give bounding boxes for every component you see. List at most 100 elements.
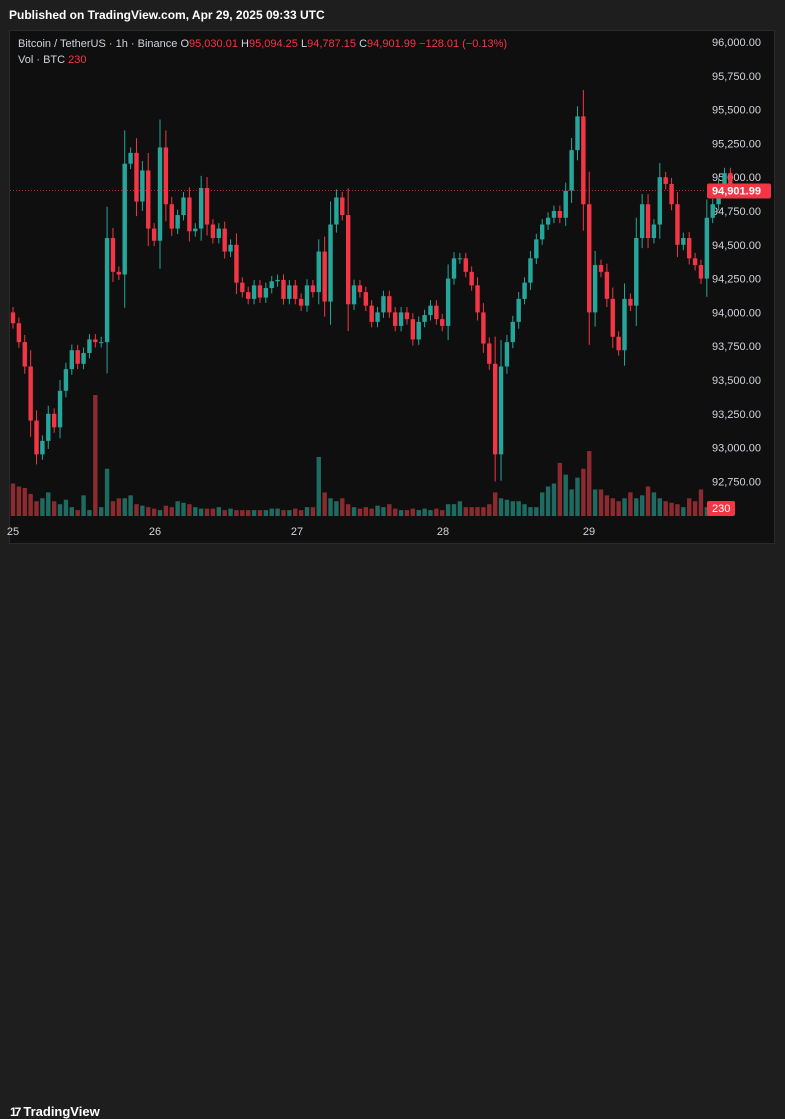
change-value: −128.01 (−0.13%) <box>419 38 508 50</box>
candle-body <box>657 177 662 225</box>
candle-body <box>540 224 545 240</box>
volume-bar <box>469 507 474 516</box>
volume-bar <box>28 493 33 516</box>
last-price-badge <box>707 183 771 199</box>
volume-bar <box>351 507 357 516</box>
volume-bar <box>587 451 592 516</box>
candle-body <box>116 271 122 275</box>
volume-bar <box>316 456 321 516</box>
volume-bar <box>410 508 416 516</box>
candle-body <box>122 163 127 275</box>
volume-bar <box>669 502 674 516</box>
candle-body <box>46 413 51 441</box>
volume-bar <box>234 510 239 516</box>
candle-body <box>416 321 421 340</box>
candle-body <box>551 211 557 218</box>
volume-bar <box>210 508 216 516</box>
candle-body <box>569 150 574 191</box>
volume-bar <box>369 508 374 516</box>
high-label: H <box>241 38 249 50</box>
tradingview-logo[interactable]: 17 TradingView <box>10 1104 100 1119</box>
volume-bar <box>93 395 98 516</box>
volume-bar <box>51 501 57 516</box>
volume-bar <box>657 498 662 516</box>
y-tick-label: 93,500.00 <box>712 375 761 387</box>
chart-panel[interactable] <box>9 30 775 544</box>
volume-bar <box>457 501 463 516</box>
candle-body <box>75 350 80 364</box>
candle-body <box>457 258 463 260</box>
volume-bar <box>10 483 16 516</box>
y-tick-label: 93,250.00 <box>712 409 761 421</box>
candle-body <box>598 265 604 272</box>
candle-body <box>634 238 639 306</box>
volume-bar <box>222 510 227 516</box>
volume-bar <box>251 510 257 516</box>
volume-bar <box>592 489 598 516</box>
volume-bar <box>416 510 421 516</box>
x-tick-label: 25 <box>7 526 19 538</box>
volume-bar <box>704 507 710 516</box>
volume-bar <box>16 486 22 516</box>
candle-body <box>63 369 69 391</box>
volume-bar <box>434 508 439 516</box>
volume-bar <box>428 510 433 516</box>
candle-body <box>487 343 492 364</box>
candle-body <box>592 265 598 313</box>
candle-body <box>722 173 727 184</box>
candle-body <box>698 265 704 279</box>
volume-bar <box>69 507 74 516</box>
volume-bar <box>151 508 157 516</box>
candle-body <box>628 298 633 306</box>
candle-body <box>151 228 157 241</box>
legend-ohlc-row: Bitcoin / TetherUS · 1h · Binance O95,03… <box>18 36 507 52</box>
candle-body <box>381 296 386 313</box>
candle-body <box>263 288 269 298</box>
volume-bar <box>651 492 657 516</box>
candle-body <box>710 204 715 218</box>
volume-bar <box>304 507 310 516</box>
volume-bar <box>692 501 698 516</box>
symbol-label[interactable]: Bitcoin / TetherUS · 1h · Binance <box>18 38 178 50</box>
candle-body <box>463 258 468 272</box>
candle-body <box>310 285 316 293</box>
candle-body <box>675 204 680 245</box>
candlestick-chart[interactable]: 96,000.00 95,750.00 95,500.00 95,250.00 95,0… <box>0 0 785 579</box>
candle-body <box>210 224 216 239</box>
high-value: 95,094.25 <box>248 38 298 50</box>
candle-body <box>692 258 698 266</box>
candle-body <box>157 147 163 241</box>
volume-bar <box>463 507 468 516</box>
candle-body <box>663 177 668 184</box>
brand-name: TradingView <box>23 1104 100 1119</box>
candle-body <box>110 238 116 272</box>
candle-body <box>498 366 504 455</box>
y-tick-label: 95,000.00 <box>712 172 761 184</box>
candle-body <box>163 147 169 205</box>
candle-body <box>146 170 151 229</box>
candle-body <box>398 312 404 326</box>
volume-bar <box>528 507 533 516</box>
volume-bar <box>663 501 668 516</box>
close-label: C <box>359 38 368 50</box>
volume-bar <box>492 492 498 516</box>
volume-bar <box>345 504 351 516</box>
candle-body <box>469 271 474 286</box>
volume-bar <box>140 505 145 516</box>
candle-body <box>334 197 339 225</box>
volume-bar <box>40 498 45 516</box>
volume-bar <box>63 499 69 516</box>
volume-bar <box>445 504 451 516</box>
candle-body <box>99 342 104 344</box>
volume-bar <box>381 507 386 516</box>
volume-bar <box>116 498 122 516</box>
candle-body <box>351 285 357 305</box>
candle-body <box>222 228 227 252</box>
volume-bar <box>246 510 251 516</box>
candle-body <box>34 420 39 455</box>
volume-bar <box>287 510 292 516</box>
volume-bar <box>398 510 404 516</box>
last-price-label: 94,901.99 <box>712 185 761 197</box>
candle-body <box>187 197 192 232</box>
volume-bar <box>163 505 169 516</box>
